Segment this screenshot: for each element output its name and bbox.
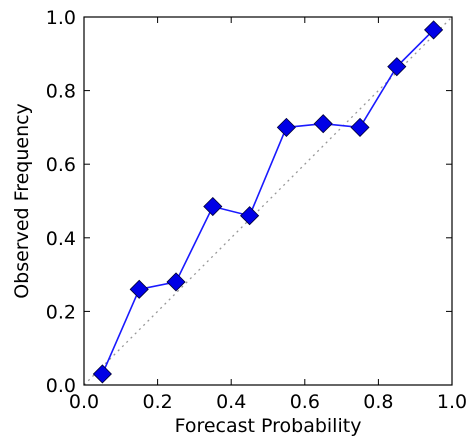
plot-frame bbox=[83, 16, 453, 386]
data-point-marker bbox=[313, 114, 333, 134]
y-tick-label: 0.0 bbox=[46, 375, 76, 397]
y-tick-label: 0.4 bbox=[46, 228, 76, 250]
x-tick-label: 0.4 bbox=[216, 391, 246, 413]
x-axis-label: Forecast Probability bbox=[175, 415, 362, 437]
x-tick-label: 0.2 bbox=[142, 391, 172, 413]
data-point-marker bbox=[203, 196, 223, 217]
y-tick-label: 0.2 bbox=[46, 301, 76, 323]
data-point-marker bbox=[166, 272, 186, 292]
data-point-marker bbox=[129, 279, 149, 299]
x-tick-label: 0.0 bbox=[69, 391, 99, 413]
data-point-marker bbox=[424, 20, 444, 40]
data-point-marker bbox=[387, 57, 407, 77]
y-tick-label: 1.0 bbox=[46, 7, 76, 29]
data-point-marker bbox=[92, 364, 112, 384]
series-line bbox=[101, 29, 435, 375]
y-tick-label: 0.6 bbox=[46, 154, 76, 176]
axis-ticks: 0.0 0.2 0.4 0.6 0.8 1.0 0.0 0.2 0.4 0.6 0.8 1.0 bbox=[46, 7, 467, 413]
x-tick-label: 1.0 bbox=[437, 391, 467, 413]
plot-area bbox=[83, 16, 453, 386]
y-tick-label: 0.8 bbox=[46, 81, 76, 103]
y-axis-label: Observed Frequency bbox=[11, 103, 33, 299]
x-tick-label: 0.6 bbox=[290, 391, 320, 413]
x-tick-label: 0.8 bbox=[363, 391, 393, 413]
data-point-marker bbox=[276, 117, 296, 137]
data-point-marker bbox=[350, 117, 370, 137]
data-point-marker bbox=[240, 206, 260, 226]
